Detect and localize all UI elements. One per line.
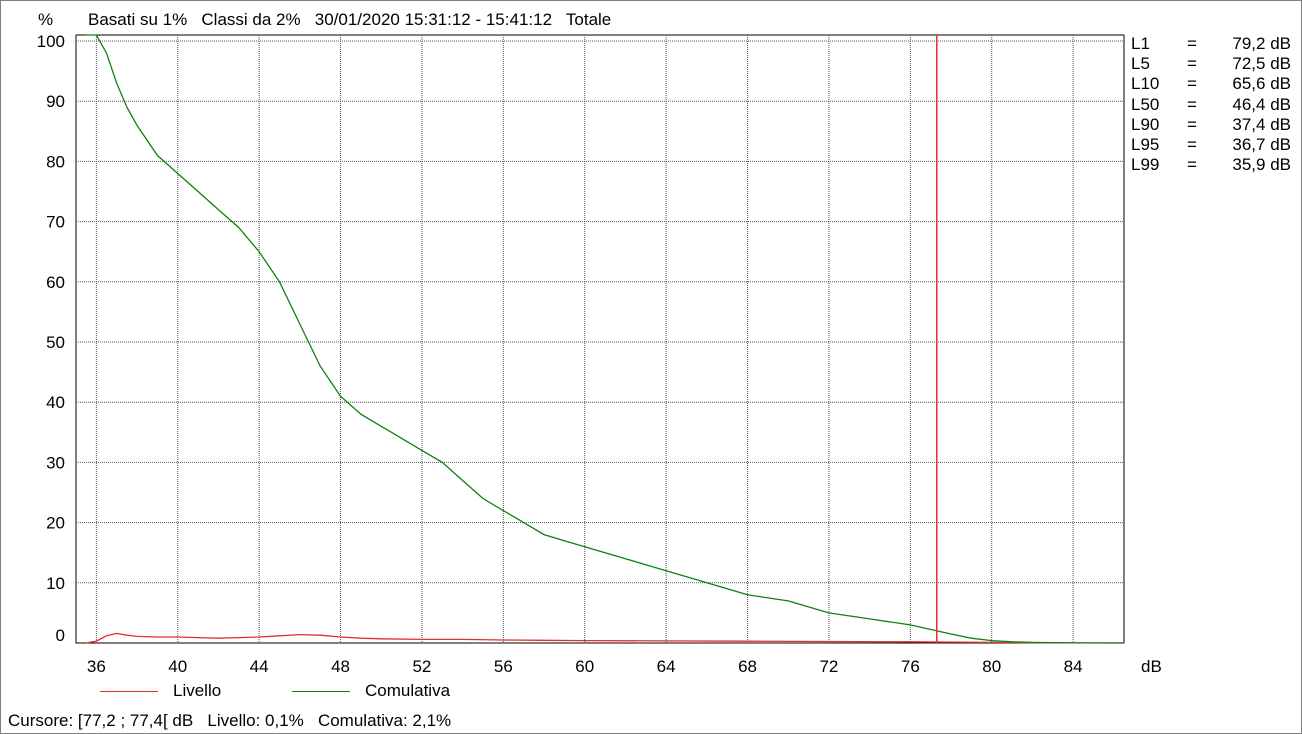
chart-header-info: Basati su 1% Classi da 2% 30/01/2020 15:…: [88, 10, 612, 29]
y-tick-label: 30: [46, 453, 65, 472]
stat-row-l1: L1 = 79,2 dB: [1131, 34, 1291, 54]
stat-equals: =: [1187, 74, 1197, 94]
stat-value: 35,9 dB: [1232, 155, 1291, 175]
grid: [76, 35, 1124, 643]
y-tick-label: 0: [56, 626, 65, 645]
y-tick-label: 80: [46, 152, 65, 171]
stat-value: 79,2 dB: [1232, 34, 1291, 53]
y-tick-label: 60: [46, 273, 65, 292]
series-layer: [86, 34, 1125, 644]
stat-label: L50: [1131, 94, 1160, 114]
x-tick-label: 48: [331, 657, 350, 676]
cursor-status-bar: Cursore: [77,2 ; 77,4[ dB Livello: 0,1% …: [8, 711, 452, 730]
x-tick-label: 52: [412, 657, 431, 676]
axis-ticks: 36 40 44 48 52 56 60 64 68 72 76 80 84 0 10 20 30 40 50 60 7…: [37, 32, 1083, 676]
x-tick-label: 44: [250, 657, 269, 676]
legend-item-comulativa[interactable]: Comulativa: [292, 681, 450, 701]
y-axis-unit: %: [38, 10, 54, 29]
stat-label: L10: [1131, 74, 1160, 94]
stat-value: 36,7 dB: [1232, 135, 1291, 155]
stat-label: L5: [1131, 54, 1150, 74]
stat-label: L1: [1131, 34, 1150, 53]
x-tick-label: 76: [901, 657, 920, 676]
stat-label: L95: [1131, 135, 1160, 155]
stat-equals: =: [1187, 34, 1197, 53]
x-tick-label: 36: [87, 657, 106, 676]
x-axis-label: dB: [1141, 657, 1162, 676]
stat-row-l95: L95 = 36,7 dB: [1131, 135, 1291, 155]
x-tick-label: 68: [738, 657, 757, 676]
x-tick-label: 64: [657, 657, 676, 676]
y-tick-label: 100: [37, 32, 65, 51]
legend-label-comulativa: Comulativa: [365, 681, 451, 700]
legend-swatch-livello: [100, 690, 158, 692]
legend-swatch-comulativa: [292, 690, 350, 692]
y-tick-label: 50: [46, 333, 65, 352]
legend-item-livello[interactable]: Livello: [100, 681, 221, 701]
plot-area[interactable]: [75, 34, 1125, 644]
stat-equals: =: [1187, 155, 1197, 175]
statistics-panel: L1 = 79,2 dB L5 = 72,5 dB L10 = 65,6 dB L50 = 46,4 …: [1131, 34, 1291, 175]
series-line-livello: [86, 632, 1125, 644]
stat-value: 65,6 dB: [1232, 74, 1291, 94]
legend-label-livello: Livello: [173, 681, 222, 700]
stat-row-l10: L10 = 65,6 dB: [1131, 74, 1291, 94]
stat-equals: =: [1187, 54, 1197, 74]
stat-label: L99: [1131, 155, 1160, 175]
x-tick-label: 84: [1064, 657, 1083, 676]
stat-equals: =: [1187, 114, 1197, 134]
y-tick-label: 90: [46, 92, 65, 111]
stat-row-l99: L99 = 35,9 dB: [1131, 155, 1291, 175]
stat-value: 72,5 dB: [1232, 54, 1291, 74]
stat-value: 46,4 dB: [1232, 94, 1291, 114]
stat-label: L90: [1131, 114, 1160, 134]
stat-row-l90: L90 = 37,4 dB: [1131, 115, 1291, 135]
series-line-comulativa: [86, 34, 1125, 644]
y-tick-label: 70: [46, 213, 65, 232]
stat-value: 37,4 dB: [1232, 114, 1291, 134]
x-tick-label: 72: [819, 657, 838, 676]
stat-equals: =: [1187, 135, 1197, 155]
x-tick-label: 56: [494, 657, 513, 676]
x-tick-label: 40: [168, 657, 187, 676]
y-tick-label: 10: [46, 574, 65, 593]
x-tick-label: 60: [575, 657, 594, 676]
y-tick-label: 20: [46, 514, 65, 533]
y-tick-label: 40: [46, 393, 65, 412]
stat-row-l5: L5 = 72,5 dB: [1131, 54, 1291, 74]
x-tick-label: 80: [982, 657, 1001, 676]
stat-row-l50: L50 = 46,4 dB: [1131, 95, 1291, 115]
stat-equals: =: [1187, 94, 1197, 114]
